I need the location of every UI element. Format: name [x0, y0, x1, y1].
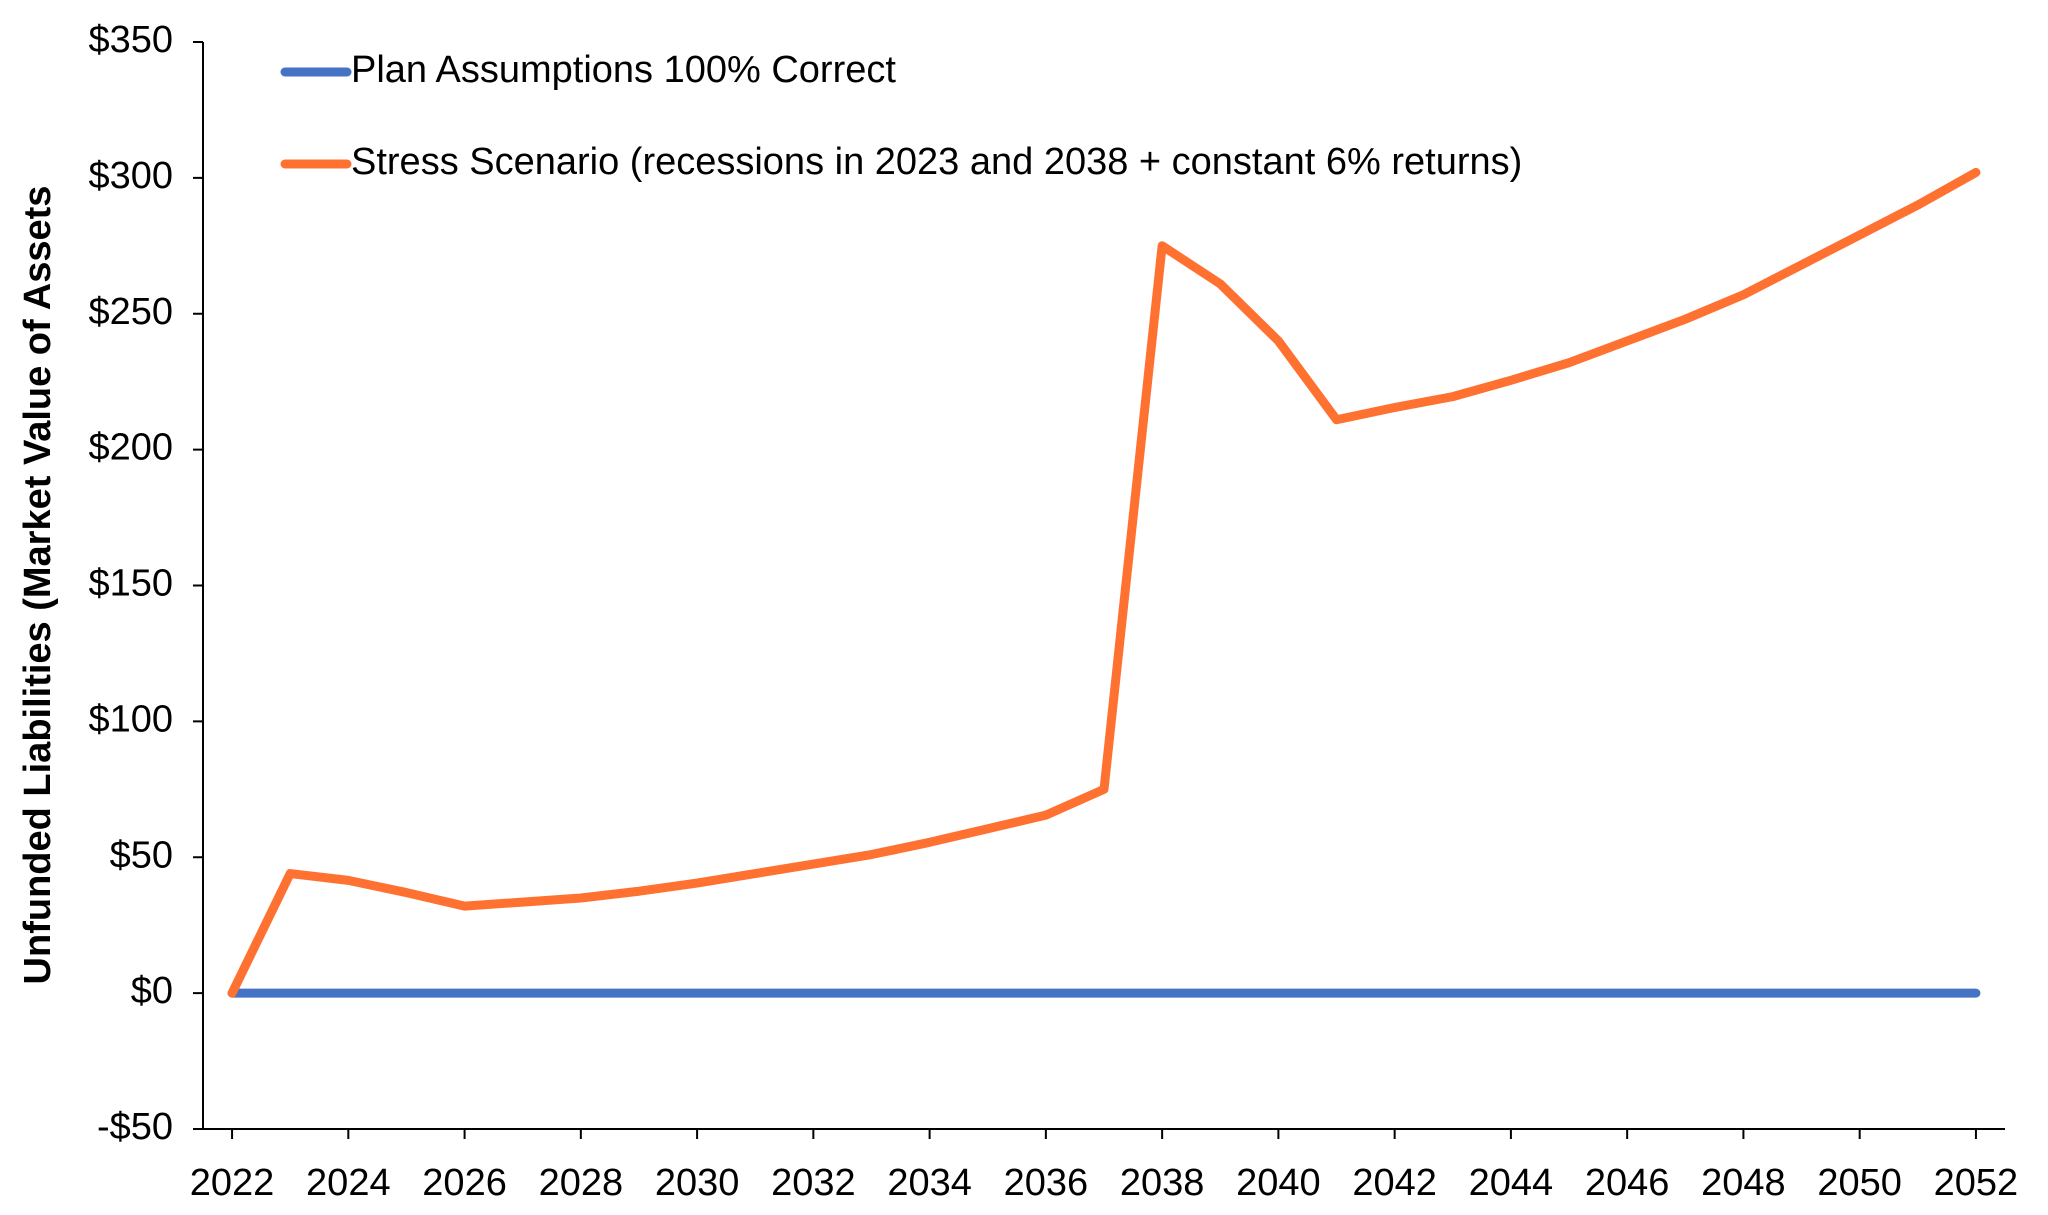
x-tick-label: 2050 — [1817, 1162, 1902, 1204]
y-tick-label: $0 — [131, 970, 173, 1012]
legend-label: Stress Scenario (recessions in 2023 and … — [351, 141, 1522, 183]
series-line — [227, 167, 1981, 998]
y-axis-title: Unfunded Liabilities (Market Value of As… — [17, 186, 59, 985]
x-tick-label: 2030 — [655, 1162, 740, 1204]
x-tick-label: 2040 — [1236, 1162, 1321, 1204]
y-tick-label: $200 — [88, 427, 173, 469]
x-tick-label: 2026 — [422, 1162, 507, 1204]
y-tick-label: -$50 — [97, 1106, 173, 1148]
x-tick-label: 2048 — [1701, 1162, 1786, 1204]
y-tick-label: $100 — [88, 698, 173, 740]
y-tick-label: $350 — [88, 19, 173, 61]
x-tick-label: 2038 — [1120, 1162, 1205, 1204]
y-tick-label: $50 — [110, 834, 173, 876]
x-tick-label: 2032 — [771, 1162, 856, 1204]
x-tick-label: 2036 — [1004, 1162, 1089, 1204]
legend-label: Plan Assumptions 100% Correct — [351, 49, 896, 91]
x-tick-label: 2046 — [1585, 1162, 1670, 1204]
y-tick-label: $300 — [88, 155, 173, 197]
x-tick-label: 2024 — [306, 1162, 391, 1204]
y-tick-label: $250 — [88, 291, 173, 333]
x-tick-label: 2044 — [1469, 1162, 1554, 1204]
y-tick-label: $150 — [88, 563, 173, 605]
x-tick-label: 2028 — [539, 1162, 624, 1204]
x-tick-label: 2034 — [887, 1162, 972, 1204]
x-tick-label: 2042 — [1352, 1162, 1437, 1204]
x-tick-label: 2052 — [1934, 1162, 2019, 1204]
x-tick-label: 2022 — [190, 1162, 275, 1204]
